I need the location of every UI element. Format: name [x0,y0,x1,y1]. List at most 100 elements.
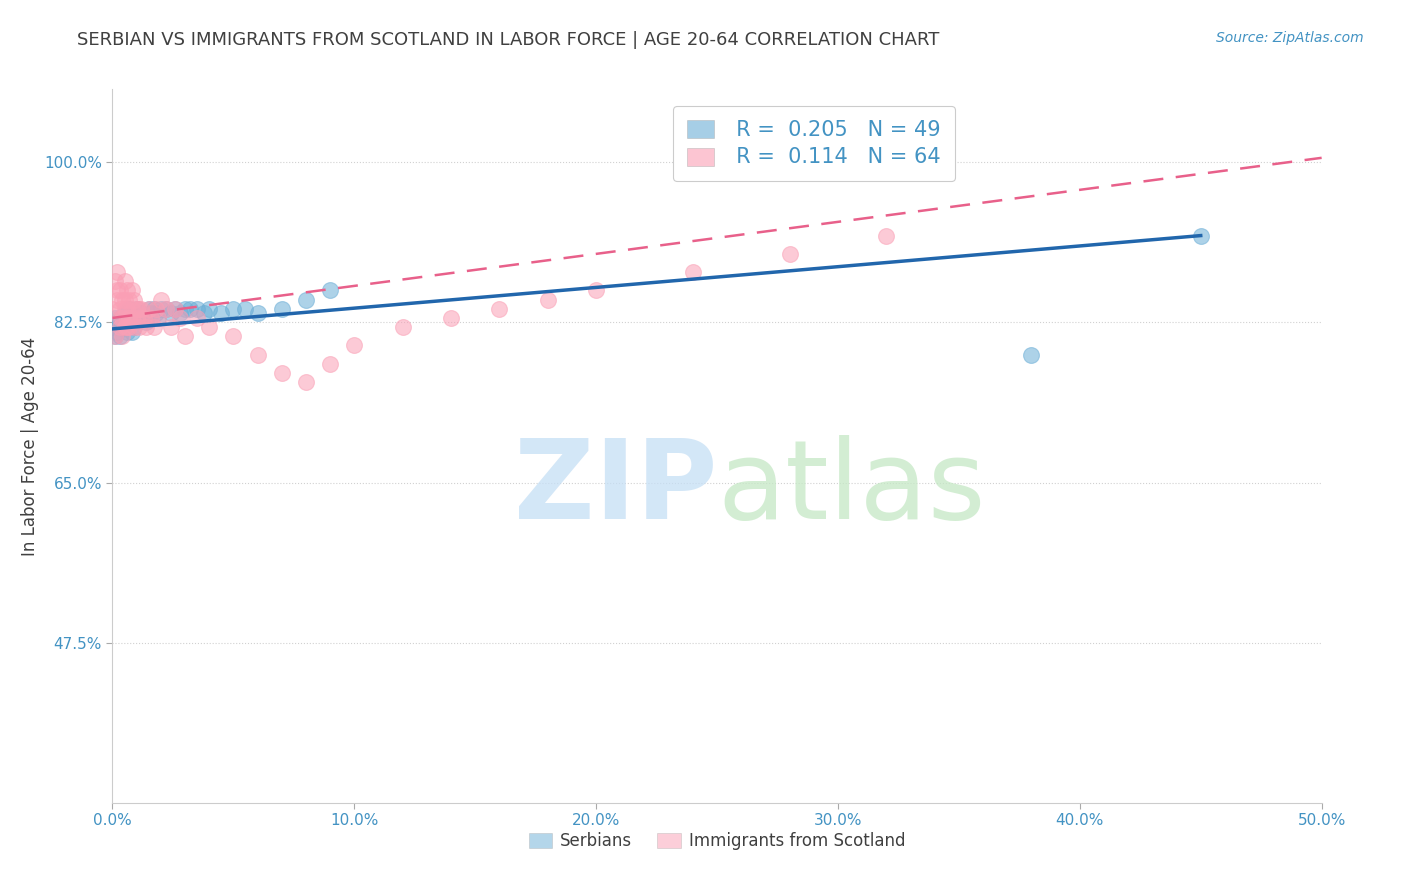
Legend: Serbians, Immigrants from Scotland: Serbians, Immigrants from Scotland [520,824,914,859]
Point [114,293,136,307]
Point [198,301,221,316]
Point [585,284,607,298]
Point [125,310,148,325]
Point [159,306,181,320]
Point [319,357,342,371]
Point [115,325,138,339]
Point [682,265,704,279]
Point [115,284,138,298]
Point [125,310,148,325]
Point [131,310,153,325]
Point [108,329,131,343]
Point [149,293,172,307]
Point [132,310,155,325]
Point [1021,347,1043,361]
Point [319,284,342,298]
Text: SERBIAN VS IMMIGRANTS FROM SCOTLAND IN LABOR FORCE | AGE 20-64 CORRELATION CHART: SERBIAN VS IMMIGRANTS FROM SCOTLAND IN L… [77,31,939,49]
Point [440,310,463,325]
Point [105,293,128,307]
Point [155,301,177,316]
Point [222,329,245,343]
Text: ZIP: ZIP [513,435,717,542]
Point [108,284,131,298]
Point [122,293,145,307]
Point [135,316,157,330]
Point [104,329,127,343]
Text: Source: ZipAtlas.com: Source: ZipAtlas.com [1216,31,1364,45]
Point [169,310,191,325]
Point [122,306,145,320]
Point [108,301,131,316]
Point [222,301,245,316]
Point [131,306,153,320]
Point [128,320,150,334]
Point [111,316,134,330]
Point [125,301,148,316]
Point [391,320,413,334]
Point [246,347,269,361]
Point [122,320,145,334]
Point [193,306,215,320]
Point [169,306,191,320]
Point [141,306,163,320]
Point [108,320,131,334]
Point [114,320,136,334]
Point [104,274,127,288]
Point [174,301,197,316]
Point [165,301,187,316]
Point [148,310,170,325]
Point [186,310,208,325]
Text: atlas: atlas [717,435,986,542]
Point [1189,228,1212,243]
Point [114,274,136,288]
Point [111,310,134,325]
Point [115,310,138,325]
Point [138,301,160,316]
Point [235,301,257,316]
Point [875,228,897,243]
Point [114,320,136,334]
Point [111,293,134,307]
Point [115,301,138,316]
Point [118,316,141,330]
Point [186,301,208,316]
Point [105,284,128,298]
Point [104,310,127,325]
Point [111,329,134,343]
Point [270,301,292,316]
Point [118,310,141,325]
Point [295,375,318,389]
Point [105,316,128,330]
Point [132,310,155,325]
Point [121,325,143,339]
Point [155,301,177,316]
Point [270,366,292,380]
Point [135,320,157,334]
Point [121,284,143,298]
Point [488,301,510,316]
Point [179,301,201,316]
Point [131,301,153,316]
Point [145,306,167,320]
Point [101,320,124,334]
Y-axis label: In Labor Force | Age 20-64: In Labor Force | Age 20-64 [21,336,39,556]
Point [114,301,136,316]
Point [118,320,141,334]
Point [198,320,221,334]
Point [114,306,136,320]
Point [121,310,143,325]
Point [128,310,150,325]
Point [174,329,197,343]
Point [343,338,366,352]
Point [104,329,127,343]
Point [105,325,128,339]
Point [121,310,143,325]
Point [159,320,181,334]
Point [121,301,143,316]
Point [138,301,160,316]
Point [149,301,172,316]
Point [209,306,232,320]
Point [537,293,560,307]
Point [108,310,131,325]
Point [246,306,269,320]
